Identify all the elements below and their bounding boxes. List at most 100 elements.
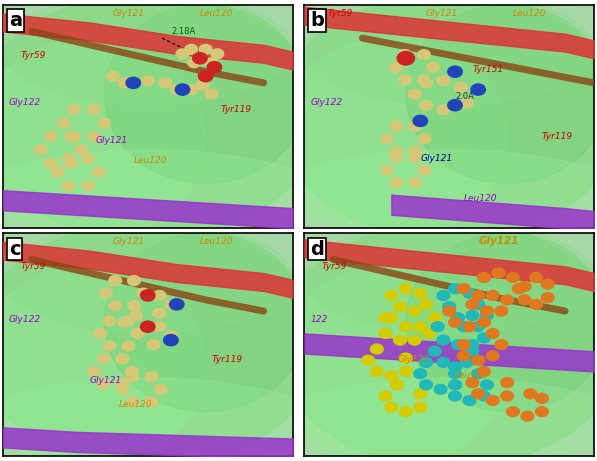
Ellipse shape bbox=[0, 38, 205, 239]
Circle shape bbox=[414, 322, 427, 331]
Circle shape bbox=[117, 384, 130, 394]
Circle shape bbox=[414, 288, 427, 298]
Text: Leu120: Leu120 bbox=[464, 195, 497, 203]
Circle shape bbox=[193, 53, 207, 64]
Circle shape bbox=[420, 300, 432, 309]
Circle shape bbox=[409, 147, 421, 156]
Circle shape bbox=[205, 89, 218, 99]
Circle shape bbox=[155, 384, 167, 394]
Circle shape bbox=[140, 321, 155, 332]
Circle shape bbox=[379, 313, 392, 323]
Circle shape bbox=[399, 50, 411, 59]
Circle shape bbox=[448, 100, 462, 111]
Circle shape bbox=[457, 340, 470, 349]
Circle shape bbox=[399, 75, 411, 85]
Circle shape bbox=[454, 83, 467, 92]
Circle shape bbox=[437, 290, 450, 300]
Ellipse shape bbox=[0, 150, 321, 239]
Circle shape bbox=[501, 391, 513, 401]
Circle shape bbox=[399, 322, 412, 331]
Ellipse shape bbox=[276, 38, 507, 239]
Circle shape bbox=[145, 372, 158, 382]
Circle shape bbox=[472, 290, 485, 300]
Circle shape bbox=[420, 100, 432, 110]
Circle shape bbox=[487, 396, 499, 405]
Circle shape bbox=[530, 300, 543, 309]
Circle shape bbox=[153, 322, 166, 331]
Circle shape bbox=[88, 105, 100, 114]
Circle shape bbox=[399, 366, 412, 376]
Text: Gly121: Gly121 bbox=[426, 9, 458, 18]
Circle shape bbox=[165, 300, 177, 309]
Circle shape bbox=[393, 301, 407, 312]
Circle shape bbox=[521, 411, 534, 421]
Circle shape bbox=[67, 132, 80, 142]
Circle shape bbox=[381, 134, 393, 144]
Text: Tyr59: Tyr59 bbox=[322, 261, 347, 271]
Circle shape bbox=[118, 78, 131, 88]
Circle shape bbox=[457, 322, 470, 331]
Circle shape bbox=[478, 391, 490, 401]
Ellipse shape bbox=[406, 5, 597, 183]
Circle shape bbox=[385, 290, 398, 300]
Circle shape bbox=[457, 284, 470, 294]
Circle shape bbox=[399, 407, 412, 417]
Text: Gly121: Gly121 bbox=[90, 376, 122, 384]
Circle shape bbox=[137, 288, 150, 298]
Circle shape bbox=[536, 407, 548, 417]
Circle shape bbox=[126, 372, 139, 382]
Ellipse shape bbox=[0, 0, 321, 239]
Circle shape bbox=[541, 279, 554, 289]
Circle shape bbox=[97, 354, 110, 364]
Circle shape bbox=[385, 402, 398, 412]
Circle shape bbox=[118, 317, 131, 327]
Text: Gly122: Gly122 bbox=[310, 98, 343, 107]
Circle shape bbox=[147, 340, 160, 349]
Circle shape bbox=[122, 316, 134, 326]
Circle shape bbox=[381, 165, 393, 175]
Circle shape bbox=[443, 306, 456, 316]
Circle shape bbox=[385, 313, 398, 323]
Circle shape bbox=[466, 378, 479, 388]
Circle shape bbox=[390, 147, 403, 156]
Circle shape bbox=[536, 393, 548, 403]
Circle shape bbox=[429, 346, 441, 356]
Circle shape bbox=[164, 335, 178, 346]
Circle shape bbox=[472, 389, 485, 399]
Circle shape bbox=[481, 306, 493, 316]
Circle shape bbox=[409, 121, 421, 131]
Circle shape bbox=[518, 282, 531, 291]
Circle shape bbox=[159, 78, 171, 88]
Circle shape bbox=[44, 131, 57, 142]
Circle shape bbox=[176, 84, 190, 95]
Circle shape bbox=[393, 335, 407, 345]
Ellipse shape bbox=[3, 222, 293, 333]
Circle shape bbox=[389, 62, 402, 72]
Circle shape bbox=[524, 389, 537, 399]
Text: 2.0A: 2.0A bbox=[455, 92, 474, 100]
Circle shape bbox=[145, 397, 158, 407]
Text: Gly121: Gly121 bbox=[420, 154, 453, 163]
Circle shape bbox=[487, 351, 499, 361]
Circle shape bbox=[34, 145, 47, 155]
Text: Tyr119: Tyr119 bbox=[220, 105, 251, 114]
Circle shape bbox=[437, 105, 450, 115]
Circle shape bbox=[82, 181, 95, 191]
Circle shape bbox=[116, 354, 129, 364]
Circle shape bbox=[185, 44, 198, 54]
Circle shape bbox=[530, 272, 543, 283]
Circle shape bbox=[481, 380, 493, 390]
Circle shape bbox=[399, 353, 412, 363]
Circle shape bbox=[449, 317, 461, 327]
Circle shape bbox=[391, 380, 404, 390]
Circle shape bbox=[448, 66, 462, 77]
Circle shape bbox=[92, 167, 105, 177]
Circle shape bbox=[153, 308, 166, 318]
Circle shape bbox=[82, 154, 95, 164]
Circle shape bbox=[451, 313, 464, 323]
Circle shape bbox=[128, 301, 140, 311]
Circle shape bbox=[463, 322, 476, 331]
Text: Tyr151: Tyr151 bbox=[472, 65, 503, 74]
Circle shape bbox=[408, 89, 421, 99]
Text: Leu120: Leu120 bbox=[133, 156, 167, 165]
